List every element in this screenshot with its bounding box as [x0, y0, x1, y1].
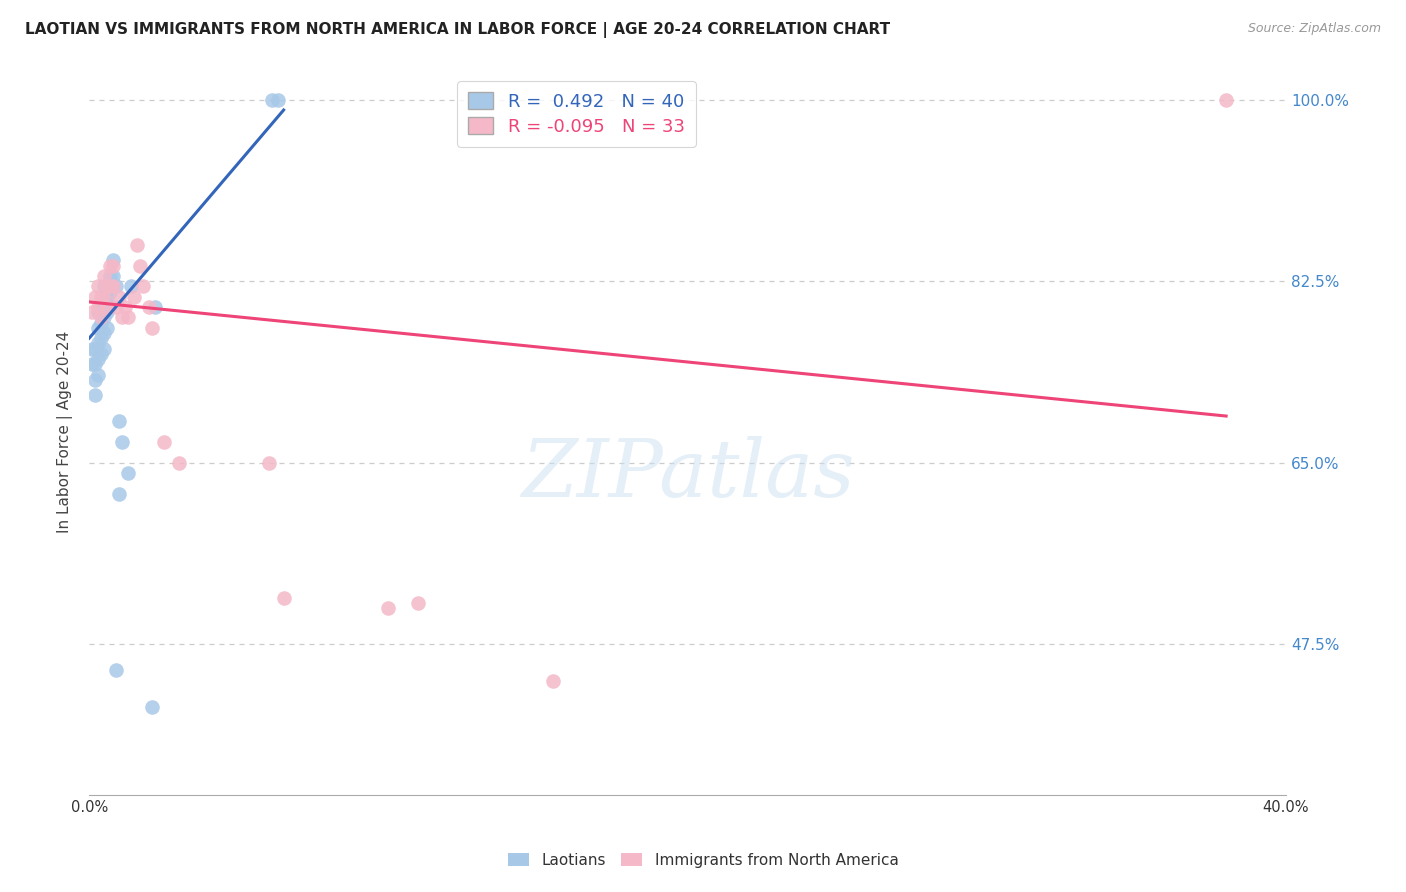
Point [101, 253, 124, 268]
Point [84, 290, 107, 304]
Point [98, 268, 121, 283]
Point [105, 300, 128, 314]
Point [84, 357, 107, 371]
Legend: R =  0.492   N = 40, R = -0.095   N = 33: R = 0.492 N = 40, R = -0.095 N = 33 [457, 81, 696, 147]
Point [93, 310, 115, 325]
Point [153, 434, 176, 449]
Point [84, 342, 107, 356]
Point [87, 336, 110, 351]
Point [82, 305, 104, 319]
Point [108, 290, 131, 304]
Point [105, 279, 128, 293]
Point [108, 487, 131, 501]
Text: LAOTIAN VS IMMIGRANTS FROM NORTH AMERICA IN LABOR FORCE | AGE 20-24 CORRELATION : LAOTIAN VS IMMIGRANTS FROM NORTH AMERICA… [25, 22, 890, 38]
Point [101, 268, 124, 283]
Point [87, 351, 110, 366]
Point [101, 259, 124, 273]
Point [143, 300, 166, 314]
Point [90, 300, 112, 314]
Point [98, 300, 121, 314]
Point [266, 93, 288, 107]
Point [90, 316, 112, 330]
Point [111, 310, 134, 325]
Point [125, 238, 148, 252]
Point [93, 290, 115, 304]
Point [141, 321, 163, 335]
Point [96, 300, 118, 314]
Point [96, 321, 118, 335]
Text: ZIPatlas: ZIPatlas [520, 436, 855, 514]
Point [82, 357, 104, 371]
Point [96, 279, 118, 293]
Point [87, 300, 110, 314]
Point [93, 268, 115, 283]
Point [93, 342, 115, 356]
Point [117, 466, 139, 480]
Point [93, 279, 115, 293]
Point [111, 434, 134, 449]
Point [87, 305, 110, 319]
Point [377, 601, 399, 615]
Point [98, 279, 121, 293]
Point [93, 294, 115, 309]
Point [406, 596, 429, 610]
Point [98, 259, 121, 273]
Point [101, 279, 124, 293]
Point [90, 290, 112, 304]
Point [257, 456, 280, 470]
Point [93, 326, 115, 340]
Point [120, 279, 142, 293]
Point [96, 290, 118, 304]
Point [87, 321, 110, 335]
Point [82, 342, 104, 356]
Point [132, 279, 155, 293]
Y-axis label: In Labor Force | Age 20-24: In Labor Force | Age 20-24 [58, 330, 73, 533]
Point [108, 414, 131, 428]
Point [84, 373, 107, 387]
Point [84, 388, 107, 402]
Point [167, 456, 190, 470]
Point [96, 305, 118, 319]
Point [1215, 93, 1237, 107]
Point [122, 290, 145, 304]
Point [87, 368, 110, 382]
Point [114, 300, 136, 314]
Point [541, 673, 564, 688]
Point [90, 347, 112, 361]
Point [273, 591, 295, 605]
Point [90, 310, 112, 325]
Point [117, 310, 139, 325]
Point [141, 699, 163, 714]
Point [138, 300, 160, 314]
Point [87, 279, 110, 293]
Point [98, 285, 121, 299]
Point [129, 259, 152, 273]
Point [260, 93, 283, 107]
Point [90, 331, 112, 345]
Point [105, 663, 128, 677]
Legend: Laotians, Immigrants from North America: Laotians, Immigrants from North America [502, 847, 904, 873]
Text: Source: ZipAtlas.com: Source: ZipAtlas.com [1247, 22, 1381, 36]
